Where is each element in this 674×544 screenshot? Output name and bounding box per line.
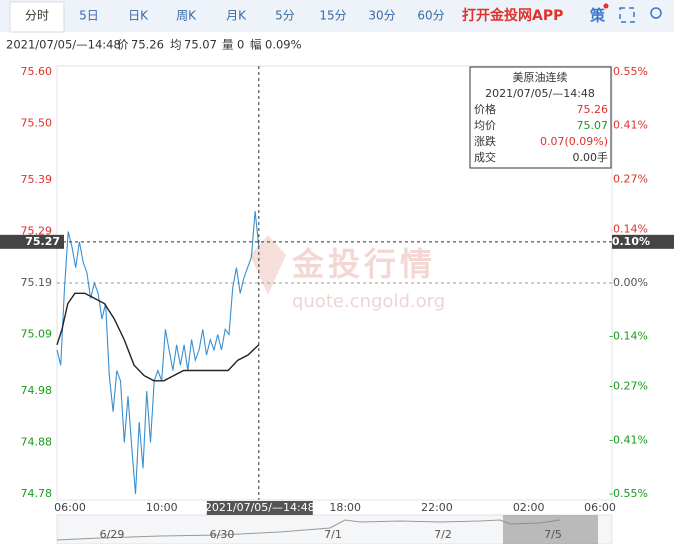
y2-tick-label: 0.27% <box>613 172 648 185</box>
y-tick-label: 74.98 <box>21 384 53 397</box>
marker-left-bg <box>0 234 64 249</box>
marker-left-label: 75.27 <box>25 235 60 248</box>
watermark-title: 金投行情 <box>291 245 436 283</box>
navigator-label: 7/2 <box>434 528 452 541</box>
watermark-logo <box>250 235 286 295</box>
x-tick-label: 02:00 <box>513 501 545 514</box>
watermark-url: quote.cngold.org <box>292 291 445 312</box>
y-tick-label: 75.09 <box>21 327 53 340</box>
marker-right-label: 0.10% <box>612 235 650 248</box>
tab[interactable]: 月K <box>226 9 247 23</box>
tooltip-key: 成交 <box>474 150 496 164</box>
tab[interactable]: 60分 <box>417 9 444 23</box>
refresh-icon[interactable] <box>650 7 662 19</box>
x-tick-label: 22:00 <box>421 501 453 514</box>
y2-tick-label: -0.55% <box>609 487 648 500</box>
tooltip-title: 美原油连续 <box>513 70 568 84</box>
y2-tick-label: 0.14% <box>613 222 648 235</box>
info-time: 2021/07/05/—14:48 <box>6 38 121 52</box>
info-price-label: 价 <box>117 38 129 52</box>
tooltip-key: 价格 <box>474 102 496 116</box>
navigator-label: 6/29 <box>100 528 125 541</box>
tooltip-value: 0.07(0.09%) <box>540 135 608 148</box>
info-vol: 0 <box>237 38 244 52</box>
tab[interactable]: 30分 <box>368 9 395 23</box>
price-line <box>56 292 260 382</box>
strategy-button[interactable]: 策 <box>589 7 606 25</box>
info-avg-label: 均 <box>170 38 182 52</box>
tab[interactable]: 15分 <box>319 9 346 23</box>
y2-tick-label: -0.41% <box>609 433 648 446</box>
x-tick-label: 06:00 <box>54 501 86 514</box>
info-amp-label: 幅 <box>250 38 262 52</box>
crosshair-label-bg <box>206 501 313 515</box>
x-tick-label: 10:00 <box>146 501 178 514</box>
y2-tick-label: 0.41% <box>613 119 648 132</box>
tooltip-value: 0.00手 <box>573 150 609 164</box>
navigator-selection[interactable] <box>503 515 598 544</box>
info-avg: 75.07 <box>184 38 217 52</box>
marker-right-bg <box>612 234 674 249</box>
y2-tick-label: 0.55% <box>613 65 648 78</box>
tab-bar <box>0 0 674 32</box>
tab[interactable]: 周K <box>176 9 197 23</box>
tooltip-time: 2021/07/05/—14:48 <box>485 87 595 100</box>
y2-tick-label: -0.14% <box>609 330 648 343</box>
y-tick-label: 75.29 <box>21 225 53 238</box>
y2-tick-label: 0.00% <box>613 276 648 289</box>
price-line <box>56 210 260 495</box>
x-tick-label: 06:00 <box>584 501 616 514</box>
navigator-label: 6/30 <box>210 528 235 541</box>
tab[interactable]: 分时 <box>25 9 49 23</box>
navigator-label: 7/5 <box>544 528 562 541</box>
info-price: 75.26 <box>131 38 164 52</box>
y-tick-label: 74.88 <box>21 436 53 449</box>
tooltip-key: 均价 <box>474 119 496 132</box>
y-tick-label: 74.78 <box>21 487 53 500</box>
tab[interactable]: 5日 <box>79 9 99 23</box>
tab[interactable]: 日K <box>128 9 149 23</box>
navigator-label: 7/1 <box>324 528 342 541</box>
info-vol-label: 量 <box>222 38 234 52</box>
tooltip-key: 涨跌 <box>474 134 496 148</box>
y2-tick-label: -0.27% <box>609 380 648 393</box>
y-tick-label: 75.39 <box>21 173 53 186</box>
y-tick-label: 75.60 <box>21 65 53 78</box>
badge-dot <box>603 3 609 9</box>
crosshair-label: 2021/07/05/—14:48 <box>205 501 315 514</box>
fullscreen-icon[interactable] <box>619 7 635 23</box>
y-tick-label: 75.50 <box>21 116 53 129</box>
tab[interactable]: 5分 <box>275 9 295 23</box>
app-link[interactable]: 打开金投网APP <box>462 7 563 24</box>
info-amp: 0.09% <box>265 38 302 52</box>
tooltip-box <box>469 66 612 169</box>
tooltip-value: 75.07 <box>577 119 609 132</box>
tooltip-value: 75.26 <box>577 103 609 116</box>
y-tick-label: 75.19 <box>21 276 53 289</box>
active-tab-bg <box>9 1 65 33</box>
x-tick-label: 18:00 <box>329 501 361 514</box>
